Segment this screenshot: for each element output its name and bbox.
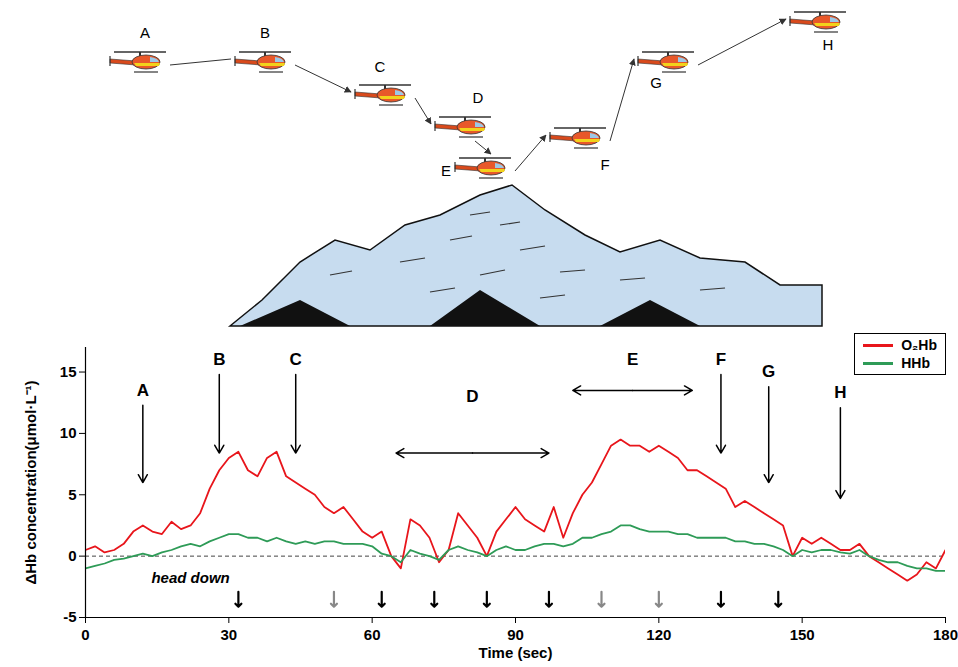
svg-text:C: C: [290, 350, 302, 369]
svg-text:A: A: [137, 381, 149, 400]
svg-text:H: H: [823, 36, 834, 53]
svg-text:90: 90: [507, 626, 524, 643]
svg-text:F: F: [600, 156, 609, 173]
html-text:HHb: HHb: [901, 355, 930, 371]
svg-text:ΔHb concentration(μmol·L⁻¹): ΔHb concentration(μmol·L⁻¹): [22, 380, 39, 584]
svg-text:C: C: [375, 58, 386, 75]
svg-text:F: F: [716, 350, 726, 369]
svg-text:A: A: [140, 24, 150, 41]
svg-text:-5: -5: [63, 608, 76, 625]
svg-text:5: 5: [68, 486, 76, 503]
svg-text:150: 150: [790, 626, 815, 643]
svg-text:D: D: [473, 89, 484, 106]
svg-text:0: 0: [81, 626, 89, 643]
svg-text:B: B: [213, 350, 225, 369]
svg-text:H: H: [834, 383, 846, 402]
svg-text:60: 60: [364, 626, 381, 643]
svg-text:D: D: [466, 387, 478, 406]
svg-text:0: 0: [68, 547, 76, 564]
html-text:O₂Hb: O₂Hb: [901, 337, 937, 353]
svg-text:E: E: [627, 350, 638, 369]
svg-text:G: G: [762, 362, 775, 381]
svg-text:180: 180: [933, 626, 958, 643]
svg-text:B: B: [260, 24, 270, 41]
svg-text:G: G: [650, 74, 662, 91]
svg-text:30: 30: [220, 626, 237, 643]
svg-text:10: 10: [60, 424, 77, 441]
svg-text:head down: head down: [151, 569, 229, 586]
svg-text:E: E: [441, 162, 451, 179]
svg-text:120: 120: [646, 626, 671, 643]
svg-text:Time (sec): Time (sec): [479, 644, 553, 661]
svg-text:15: 15: [60, 363, 77, 380]
